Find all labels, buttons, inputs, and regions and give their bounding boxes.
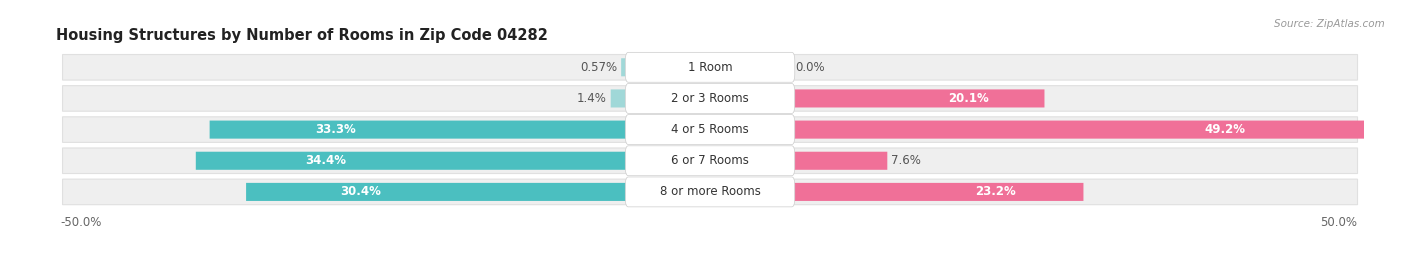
Text: 4 or 5 Rooms: 4 or 5 Rooms: [671, 123, 749, 136]
FancyBboxPatch shape: [626, 146, 794, 176]
FancyBboxPatch shape: [626, 177, 794, 207]
Text: 0.57%: 0.57%: [581, 61, 617, 74]
FancyBboxPatch shape: [792, 183, 1084, 201]
Text: 20.1%: 20.1%: [948, 92, 988, 105]
FancyBboxPatch shape: [621, 58, 628, 76]
Text: 49.2%: 49.2%: [1205, 123, 1246, 136]
FancyBboxPatch shape: [62, 148, 1358, 174]
FancyBboxPatch shape: [626, 115, 794, 144]
FancyBboxPatch shape: [195, 152, 628, 170]
FancyBboxPatch shape: [610, 89, 628, 107]
Text: 30.4%: 30.4%: [340, 185, 381, 198]
FancyBboxPatch shape: [62, 117, 1358, 142]
FancyBboxPatch shape: [209, 121, 628, 139]
FancyBboxPatch shape: [62, 55, 1358, 80]
Text: 33.3%: 33.3%: [315, 123, 356, 136]
Text: 1 Room: 1 Room: [688, 61, 733, 74]
FancyBboxPatch shape: [626, 52, 794, 82]
FancyBboxPatch shape: [792, 89, 1045, 107]
Text: 7.6%: 7.6%: [891, 154, 921, 167]
Text: 2 or 3 Rooms: 2 or 3 Rooms: [671, 92, 749, 105]
Text: 34.4%: 34.4%: [305, 154, 346, 167]
Text: 8 or more Rooms: 8 or more Rooms: [659, 185, 761, 198]
Text: Source: ZipAtlas.com: Source: ZipAtlas.com: [1274, 19, 1385, 29]
FancyBboxPatch shape: [62, 179, 1358, 205]
FancyBboxPatch shape: [792, 121, 1406, 139]
Legend: Owner-occupied, Renter-occupied: Owner-occupied, Renter-occupied: [586, 266, 834, 270]
Text: 6 or 7 Rooms: 6 or 7 Rooms: [671, 154, 749, 167]
Text: Housing Structures by Number of Rooms in Zip Code 04282: Housing Structures by Number of Rooms in…: [56, 28, 548, 43]
Text: 23.2%: 23.2%: [976, 185, 1017, 198]
FancyBboxPatch shape: [792, 152, 887, 170]
FancyBboxPatch shape: [246, 183, 628, 201]
Text: 0.0%: 0.0%: [796, 61, 825, 74]
FancyBboxPatch shape: [626, 83, 794, 113]
FancyBboxPatch shape: [62, 86, 1358, 111]
Text: 1.4%: 1.4%: [576, 92, 607, 105]
